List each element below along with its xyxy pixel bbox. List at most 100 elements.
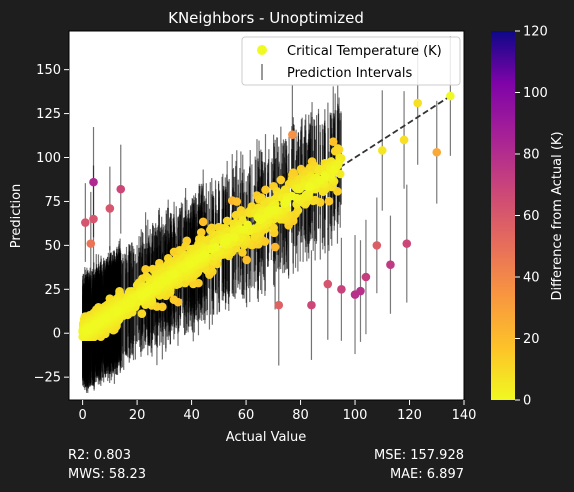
- data-point: [305, 182, 315, 192]
- x-tick-label: 0: [78, 408, 86, 423]
- data-point: [372, 241, 382, 250]
- data-point: [402, 239, 412, 248]
- y-tick-label: 0: [53, 327, 61, 342]
- data-point: [169, 270, 179, 279]
- data-point: [232, 197, 242, 206]
- data-point: [261, 185, 270, 195]
- data-point: [267, 206, 276, 216]
- colorbar-tick-label: 120: [523, 25, 548, 40]
- data-point: [194, 254, 203, 263]
- data-point: [320, 172, 330, 181]
- data-point: [95, 317, 105, 327]
- data-point: [116, 184, 126, 194]
- colorbar-tick-label: 100: [523, 86, 548, 101]
- y-tick-label: 150: [36, 63, 61, 78]
- data-point: [350, 290, 360, 299]
- colorbar-gradient: [491, 31, 515, 400]
- data-point: [432, 147, 442, 157]
- data-point: [446, 91, 455, 101]
- data-point: [274, 300, 284, 310]
- data-point: [377, 146, 387, 155]
- data-points: [78, 91, 455, 342]
- data-point: [231, 210, 241, 220]
- data-point: [137, 309, 147, 319]
- data-point: [307, 300, 316, 310]
- r2-stat: R2: 0.803: [68, 448, 132, 463]
- data-point: [335, 169, 345, 179]
- x-tick-label: 20: [129, 408, 146, 423]
- x-tick-label: 120: [397, 408, 422, 423]
- x-tick-label: 100: [343, 408, 368, 423]
- data-point: [323, 279, 333, 289]
- x-tick-label: 80: [292, 408, 309, 423]
- data-point: [81, 218, 90, 227]
- data-point: [185, 259, 195, 269]
- data-point: [105, 204, 115, 213]
- data-point: [282, 197, 291, 206]
- chart-title: KNeighbors - Unoptimized: [168, 9, 364, 27]
- data-point: [413, 98, 422, 108]
- data-point: [141, 265, 150, 274]
- y-axis-label: Prediction: [9, 184, 24, 249]
- data-point: [161, 275, 170, 285]
- data-point: [361, 272, 371, 282]
- y-axis: −25 0 25 50 75 100 125 150: [34, 63, 69, 386]
- y-tick-label: −25: [34, 371, 61, 386]
- colorbar-tick-label: 20: [523, 332, 540, 347]
- colorbar-tick-label: 40: [523, 271, 540, 286]
- data-point: [238, 248, 247, 257]
- y-tick-label: 75: [44, 195, 61, 210]
- y-tick-label: 125: [36, 107, 61, 122]
- legend-label-prediction-intervals: Prediction Intervals: [287, 66, 412, 81]
- data-point: [81, 326, 91, 336]
- data-point: [211, 243, 221, 252]
- data-point: [399, 135, 409, 145]
- mse-stat: MSE: 157.928: [374, 448, 464, 463]
- data-point: [324, 196, 334, 206]
- data-point: [126, 298, 136, 308]
- mws-stat: MWS: 58.23: [68, 467, 147, 482]
- x-tick-label: 40: [183, 408, 200, 423]
- data-point: [169, 295, 179, 304]
- x-tick-label: 60: [238, 408, 255, 423]
- data-point: [89, 177, 98, 187]
- data-point: [328, 137, 338, 146]
- data-point: [288, 130, 297, 139]
- colorbar-tick-label: 60: [523, 209, 540, 224]
- y-tick-label: 25: [44, 283, 61, 298]
- data-point: [269, 223, 278, 233]
- colorbar-tick-label: 80: [523, 148, 540, 163]
- data-point: [112, 306, 122, 316]
- y-tick-label: 50: [44, 239, 61, 254]
- data-point: [239, 225, 249, 234]
- mae-stat: MAE: 6.897: [389, 467, 464, 482]
- x-tick-label: 140: [452, 408, 477, 423]
- data-point: [386, 260, 395, 270]
- data-point: [86, 239, 96, 248]
- x-axis-label: Actual Value: [226, 430, 307, 445]
- data-point: [220, 237, 230, 246]
- data-point: [276, 175, 286, 185]
- plot-frame: [68, 30, 465, 401]
- legend-label-critical-temperature: Critical Temperature (K): [287, 44, 442, 59]
- data-point: [89, 214, 98, 224]
- data-point: [330, 165, 339, 174]
- colorbar-label: Difference from Actual (K): [550, 131, 565, 300]
- legend: Critical Temperature (K) Prediction Inte…: [241, 36, 461, 86]
- data-point: [242, 255, 251, 265]
- data-point: [270, 242, 280, 252]
- data-point: [337, 285, 346, 294]
- data-point: [334, 145, 344, 154]
- x-axis: 0 20 40 60 80 100 120 140: [78, 400, 476, 423]
- data-point: [136, 291, 146, 300]
- data-point: [198, 217, 208, 227]
- colorbar-tick-label: 0: [523, 394, 531, 409]
- data-point: [144, 286, 154, 295]
- data-point: [255, 215, 265, 225]
- colorbar: 0 20 40 60 80 100 120 Difference from Actual (…: [491, 25, 565, 409]
- data-point: [196, 228, 206, 237]
- data-point: [188, 279, 198, 289]
- y-tick-label: 100: [36, 151, 61, 166]
- legend-marker-critical-temperature: [257, 45, 267, 55]
